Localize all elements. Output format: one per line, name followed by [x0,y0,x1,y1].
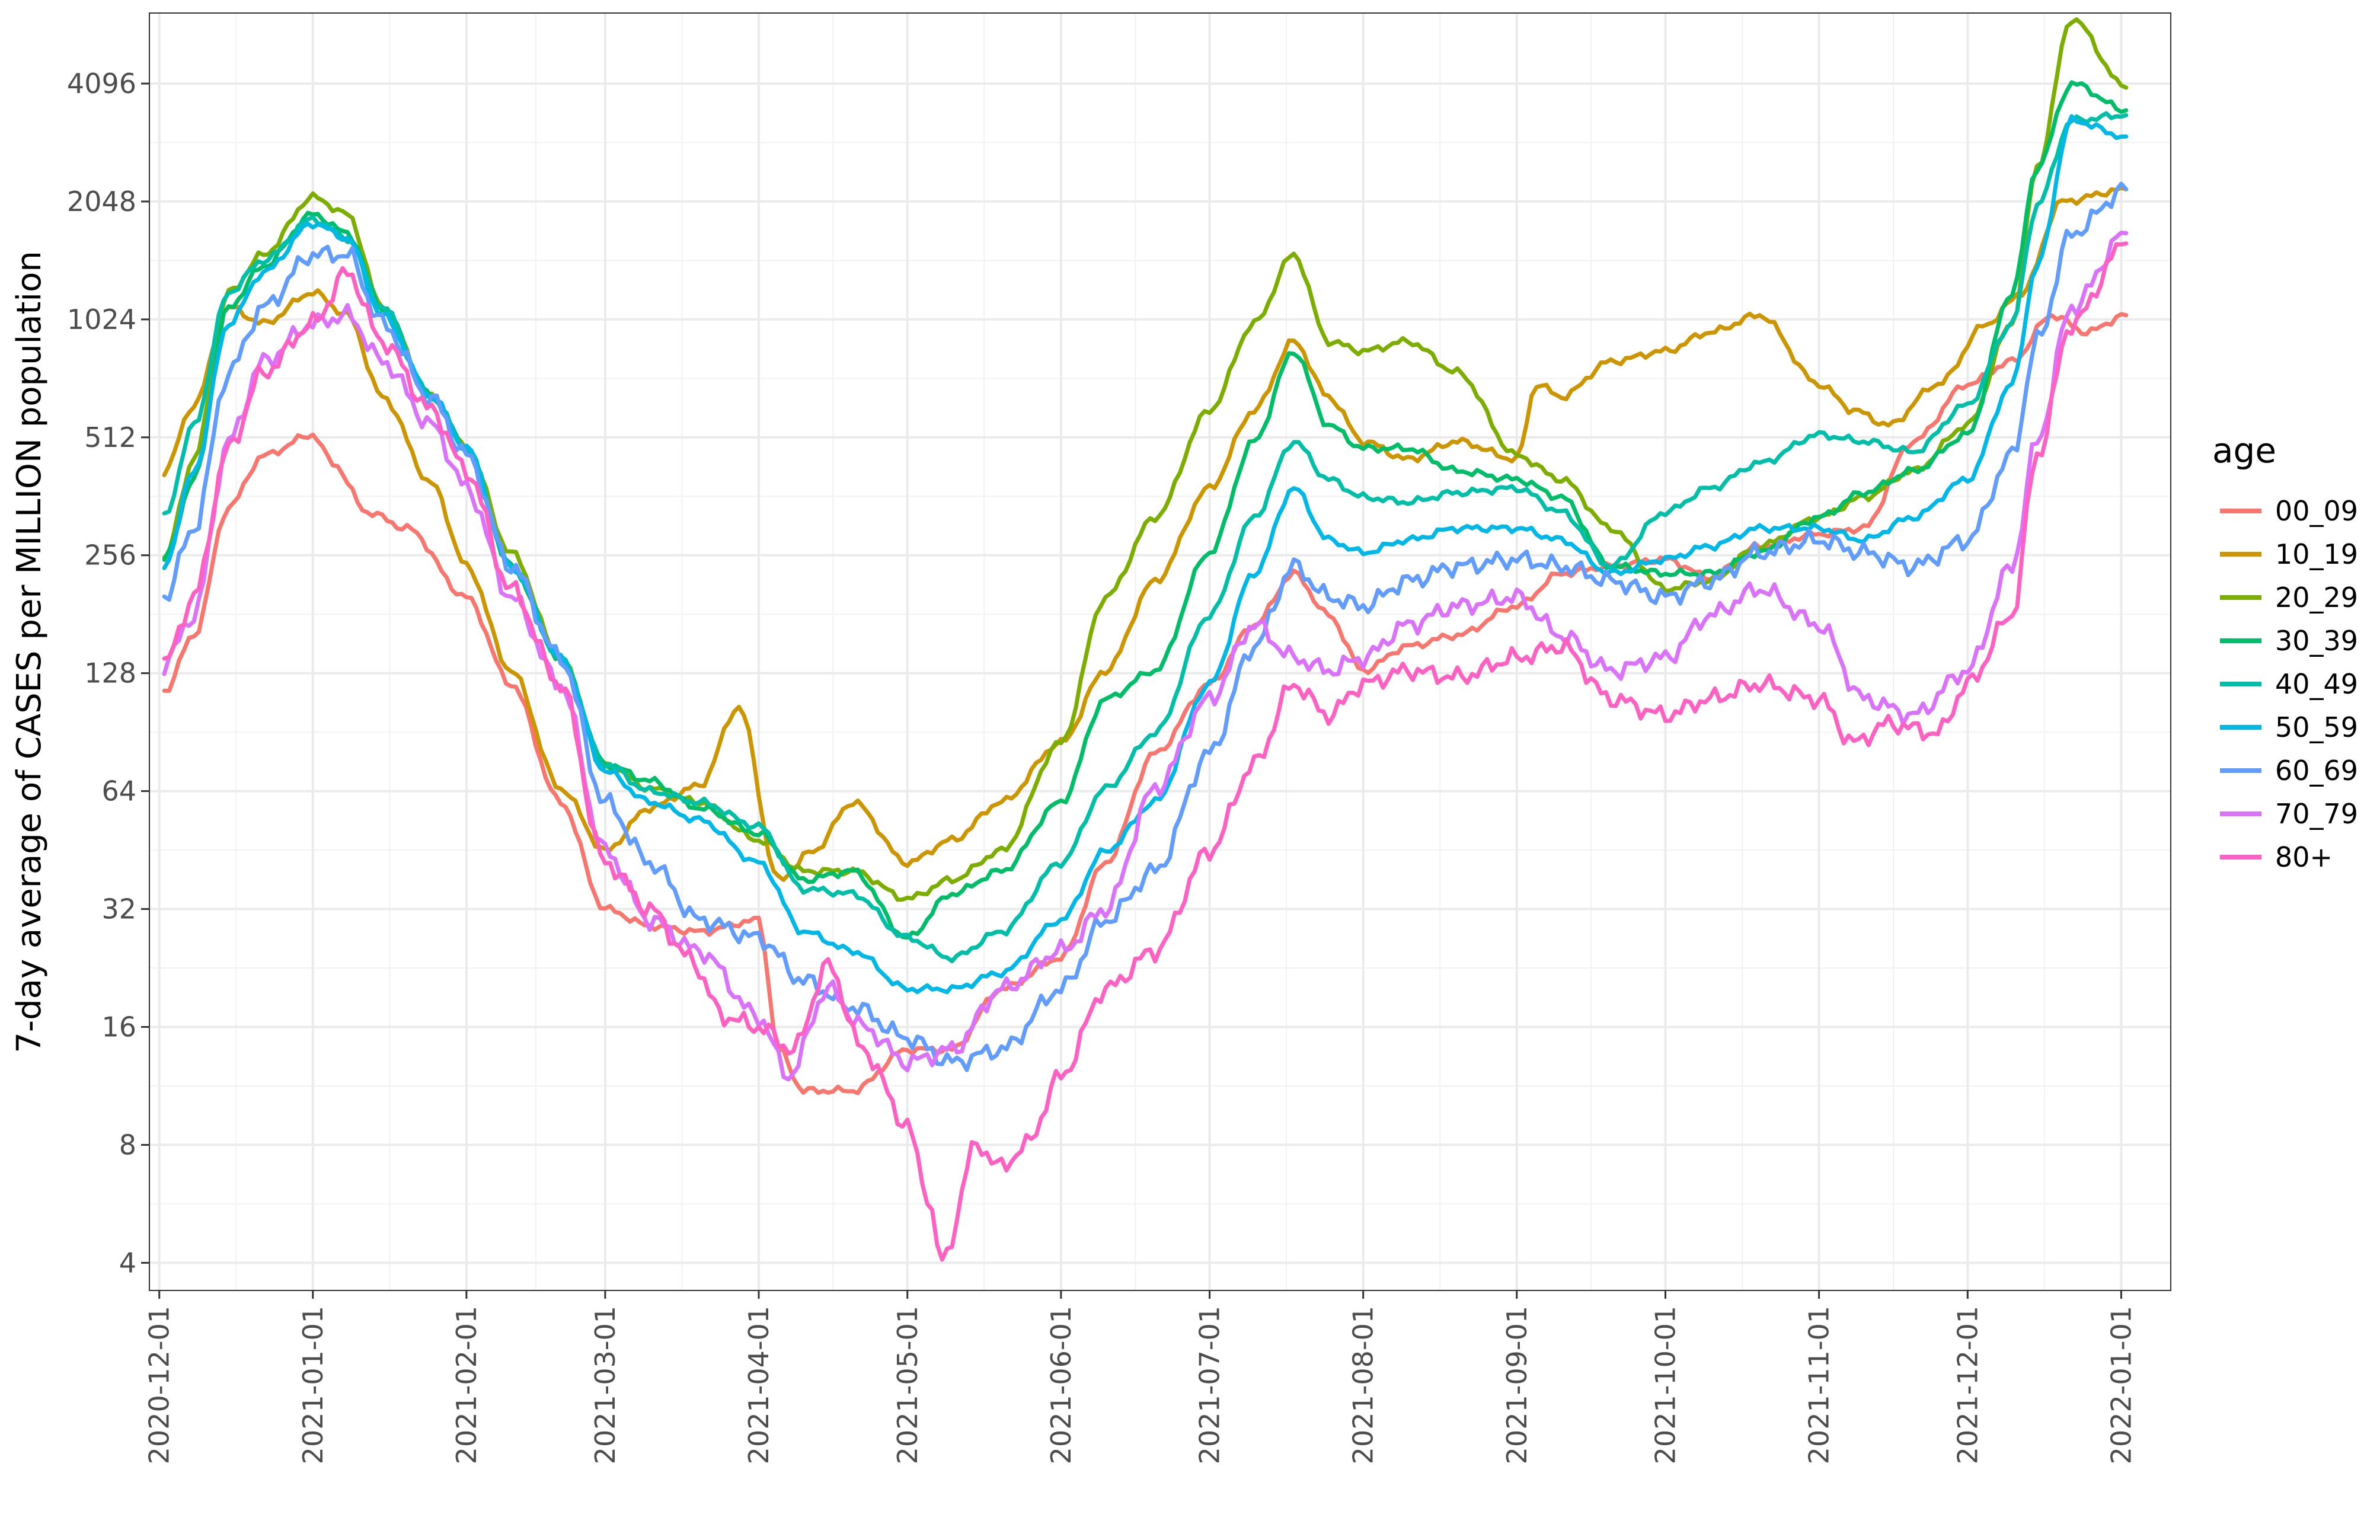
y-axis-title: 7-day average of CASES per MILLION popul… [10,251,49,1053]
series-line-10_19 [162,186,2129,882]
y-tick-label: 4096 [67,68,136,100]
panel-border [149,12,2171,1291]
legend-label: 30_39 [2275,625,2358,657]
y-tick-label: 256 [84,539,136,571]
x-tick-label: 2020-12-01 [143,1306,175,1464]
x-tick-label: 2022-01-01 [2105,1306,2137,1464]
x-tick-label: 2021-09-01 [1501,1306,1533,1464]
y-axis: 4 8 16 32 64 128 256 512 1024 2048 4096 [67,68,149,1279]
series-lines [162,17,2129,1262]
x-tick-label: 2021-07-01 [1194,1306,1226,1464]
y-tick-label: 64 [101,775,136,807]
x-tick-label: 2021-03-01 [589,1306,621,1464]
x-tick-label: 2021-11-01 [1803,1306,1835,1464]
x-tick-label: 2021-12-01 [1951,1306,1983,1464]
panel-background [149,13,2171,1290]
x-tick-label: 2021-04-01 [743,1306,775,1464]
y-tick-label: 128 [84,657,136,689]
x-tick-label: 2021-01-01 [297,1306,329,1464]
legend-label: 80+ [2275,841,2333,873]
x-tick-label: 2021-08-01 [1347,1306,1379,1464]
x-tick-label: 2021-06-01 [1045,1306,1077,1464]
legend-title: age [2212,430,2276,471]
x-axis: 2020-12-01 2021-01-01 2021-02-01 2021-03-01… [143,1290,2137,1464]
x-tick-label: 2021-02-01 [451,1306,483,1464]
y-tick-label: 512 [84,421,136,453]
series-line-00_09 [162,312,2129,1095]
legend-label: 70_79 [2275,798,2358,830]
y-tick-label: 1024 [67,303,136,336]
legend-label: 60_69 [2275,755,2358,787]
y-tick-label: 8 [119,1129,136,1161]
y-tick-label: 2048 [67,186,136,218]
legend-label: 20_29 [2275,582,2358,614]
series-line-80+ [162,241,2129,1262]
legend-label: 50_59 [2275,711,2358,743]
legend-label: 00_09 [2275,495,2358,527]
y-tick-label: 16 [101,1011,136,1043]
y-tick-label: 4 [119,1247,136,1279]
x-tick-label: 2021-10-01 [1650,1306,1682,1464]
legend: age 00_09 10_19 20_29 30_39 40_49 50_59 60_69 7… [2212,430,2358,873]
y-tick-label: 32 [101,893,136,925]
legend-label: 10_19 [2275,538,2358,570]
series-line-60_69 [162,181,2129,1072]
legend-label: 40_49 [2275,668,2358,700]
x-tick-label: 2021-05-01 [892,1306,924,1464]
